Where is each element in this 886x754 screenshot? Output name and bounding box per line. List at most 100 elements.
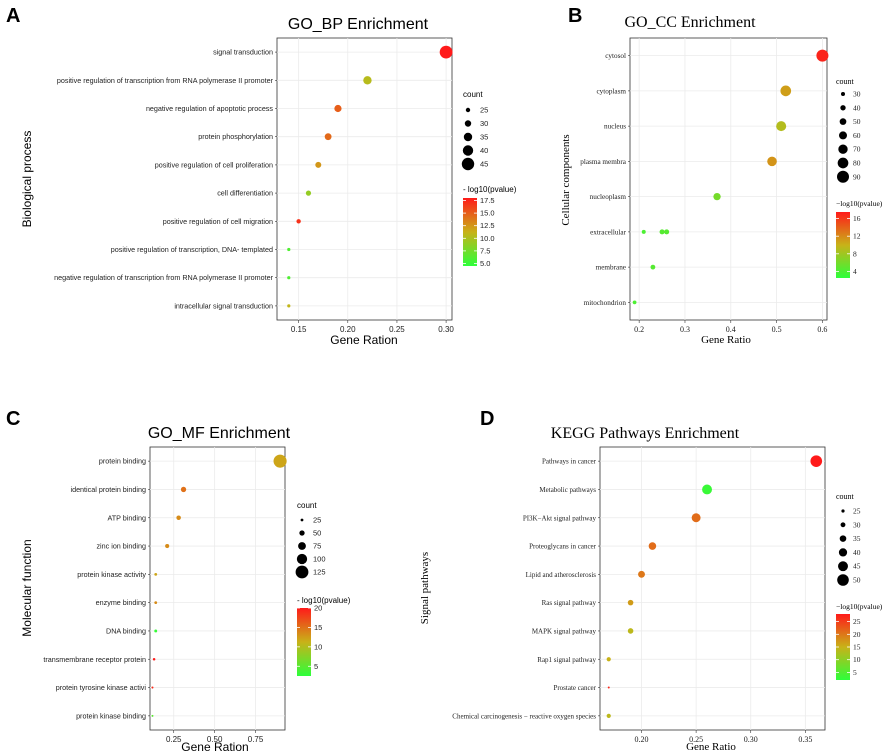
data-point	[165, 544, 170, 549]
size-legend-label: 100	[313, 555, 326, 564]
x-tick-label: 0.2	[634, 325, 644, 334]
category-label: enzyme binding	[96, 598, 146, 607]
category-label: membrane	[596, 264, 626, 272]
color-legend-label: 4	[853, 267, 857, 276]
category-label: PI3K−Akt signal pathway	[523, 514, 597, 522]
data-point	[627, 599, 634, 606]
size-legend-dot	[300, 518, 304, 522]
x-tick-label: 0.50	[207, 735, 223, 744]
data-point	[650, 264, 656, 270]
data-point	[324, 133, 332, 141]
category-label: Proteoglycans in cancer	[529, 543, 597, 551]
color-legend: −log10(pvalue) 5 10 15 20 25	[836, 602, 883, 680]
chart-kegg: KEGG Pathways Enrichment Pathways in can…	[419, 425, 883, 753]
category-label: DNA binding	[106, 626, 146, 635]
data-point	[273, 454, 287, 468]
size-legend-label: 80	[853, 159, 861, 168]
size-legend-label: 60	[853, 131, 861, 140]
category-label: positive regulation of transcription fro…	[57, 76, 274, 85]
data-point	[702, 484, 712, 495]
data-point	[315, 161, 322, 168]
category-label: signal transduction	[213, 48, 273, 57]
data-point	[648, 542, 657, 550]
category-label: positive regulation of cell migration	[163, 217, 273, 226]
color-legend-label: 12	[853, 232, 861, 241]
chart-go-bp: GO_BP Enrichment signal transduction posi…	[20, 16, 517, 347]
category-label: protein kinase activity	[77, 570, 146, 579]
color-legend-title: - log10(pvalue)	[463, 185, 517, 194]
y-axis-label: Molecular function	[20, 539, 34, 636]
color-legend-label: 12.5	[480, 221, 495, 230]
size-legend-dot	[841, 509, 845, 513]
x-tick-label: 0.75	[248, 735, 264, 744]
category-label: mitochondrion	[584, 299, 627, 307]
color-legend: −log10(pvalue) 4 8 12 16	[836, 199, 883, 278]
size-legend-dot	[298, 542, 306, 550]
color-legend: - log10(pvalue) 5.0 7.5 10.0 12.5 15.0 17.5	[463, 185, 517, 268]
x-tick-label: 0.5	[772, 325, 782, 334]
category-label: protein binding	[99, 457, 146, 466]
size-legend-title: count	[836, 77, 855, 86]
size-legend-label: 25	[480, 106, 488, 115]
color-legend-label: 5	[314, 662, 318, 671]
color-gradient-bar	[836, 212, 850, 278]
category-label: cytosol	[605, 52, 626, 60]
chart-title: GO_BP Enrichment	[288, 16, 429, 33]
category-label: zinc ion binding	[96, 542, 146, 551]
plot-panel	[599, 446, 826, 731]
plot-panel	[629, 37, 828, 321]
chart-title: GO_CC Enrichment	[624, 14, 756, 31]
color-legend-label: 17.5	[480, 196, 495, 205]
x-tick-label: 0.35	[798, 735, 812, 744]
data-point	[627, 628, 634, 634]
plot-panel	[149, 446, 286, 731]
size-legend-label: 40	[853, 103, 861, 112]
size-legend-label: 30	[853, 520, 861, 529]
category-label: nucleoplasm	[590, 193, 627, 201]
size-legend: count 30 40 50 60 70 80 90	[836, 77, 861, 183]
data-points	[287, 45, 453, 308]
size-legend-label: 40	[853, 548, 861, 557]
x-tick-label: 0.20	[635, 735, 649, 744]
size-legend-label: 45	[480, 160, 488, 169]
category-label: Metabolic pathways	[539, 486, 596, 494]
x-tick-label: 0.25	[166, 735, 182, 744]
size-legend-dot	[465, 107, 471, 113]
x-tick-label: 0.30	[744, 735, 758, 744]
category-label: cytoplasm	[596, 87, 626, 95]
data-points	[606, 455, 823, 718]
x-tick-label: 0.20	[340, 325, 356, 334]
gridlines	[600, 447, 825, 730]
color-legend-label: 5	[853, 668, 857, 677]
size-legend-label: 30	[480, 119, 488, 128]
x-axis-label: Gene Ration	[330, 333, 397, 347]
data-point	[776, 121, 787, 132]
size-legend-label: 125	[313, 568, 326, 577]
data-point	[632, 300, 637, 305]
data-point	[334, 104, 342, 113]
color-legend-label: 7.5	[480, 246, 490, 255]
data-point	[176, 515, 181, 520]
data-point	[810, 455, 823, 467]
size-legend-label: 50	[313, 529, 321, 538]
size-legend-dot	[838, 561, 848, 572]
category-label: Lipid and atherosclerosis	[526, 571, 597, 579]
gridlines	[150, 447, 285, 730]
category-label: Prostate cancer	[553, 684, 596, 692]
chart-go-mf: GO_MF Enrichment protein binding identica…	[20, 425, 351, 754]
gridlines	[630, 38, 827, 320]
color-gradient-bar	[463, 198, 477, 266]
color-gradient-bar	[297, 608, 311, 676]
data-point	[713, 192, 721, 201]
size-legend-dot	[461, 157, 475, 171]
size-legend-dot	[838, 144, 848, 154]
x-tick-label: 0.15	[291, 325, 307, 334]
color-legend: - log10(pvalue) 5 10 15 20	[297, 596, 351, 676]
panel-letter-c: C	[6, 408, 20, 430]
x-axis-label: Gene Ration	[181, 740, 248, 754]
x-tick-label: 0.4	[726, 325, 736, 334]
x-tick-label: 0.25	[389, 325, 405, 334]
x-axis-ticks: 0.25 0.50 0.75	[166, 730, 264, 744]
category-label: positive regulation of transcription, DN…	[111, 245, 273, 254]
